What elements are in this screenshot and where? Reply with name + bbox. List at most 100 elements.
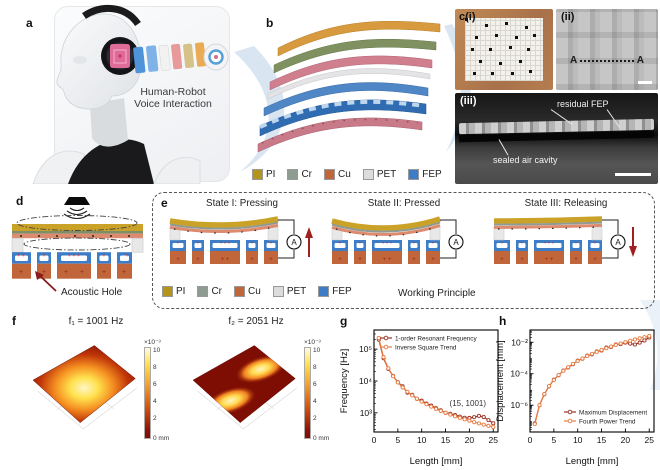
svg-text:10: 10 (573, 435, 583, 445)
svg-text:+: + (270, 241, 273, 246)
micrograph-top: (ii) A A (556, 9, 658, 90)
panel-e-label: e (161, 196, 168, 210)
svg-text:+: + (575, 241, 578, 246)
layer-fep-slotted (259, 99, 427, 137)
mode-2-membrane (192, 345, 296, 423)
pet-spacer-left (11, 237, 24, 253)
cb-tick-8: 8 (153, 364, 157, 371)
svg-text:+: + (251, 241, 254, 246)
layer-pet (267, 68, 431, 100)
device-grid-membrane (465, 18, 543, 81)
svg-text:Inverse Square Trend: Inverse Square Trend (395, 344, 457, 351)
svg-text:+: + (413, 241, 416, 246)
fep-swatch (318, 286, 330, 297)
panel-b-legend: PI Cr Cu PET FEP (252, 169, 450, 180)
cavity-line (498, 139, 509, 156)
legend-item-cu: Cu (324, 169, 351, 180)
residual-fep-annotation: residual FEP (557, 99, 609, 109)
svg-text:10⁻²: 10⁻² (511, 337, 528, 347)
svg-text:20: 20 (621, 435, 631, 445)
state-1-schematic: + + + + + + + + + + + + + A (169, 216, 313, 264)
panel-h-label: h (499, 314, 507, 328)
cr-label: Cr (211, 286, 223, 297)
colorbar-exponent: ×10⁻³ (144, 339, 161, 346)
pi-label: PI (266, 169, 276, 180)
svg-text:+: + (80, 269, 84, 276)
cr-layer (12, 231, 143, 234)
svg-text:+: + (574, 257, 578, 263)
legend-item-cu: Cu (234, 286, 261, 297)
svg-text:Fourth Power Trend: Fourth Power Trend (579, 418, 636, 425)
fep-label: FEP (332, 286, 352, 297)
cb-tick-8: 8 (313, 364, 317, 371)
state-3: State III: Releasing + + + + + + + + + + + + + A (490, 198, 642, 273)
robot-eye (73, 56, 87, 64)
pi-layer (12, 224, 143, 231)
scale-bar (638, 81, 652, 84)
svg-text:25: 25 (488, 435, 498, 445)
svg-text:5: 5 (395, 435, 400, 445)
frequency-chart: 0 5 10 15 20 25 10³ 10⁴ 10⁵ 1-order Resonant Freq… (338, 312, 504, 468)
legend-item-pet: PET (272, 286, 307, 297)
panel-a-label: a (26, 16, 33, 30)
panel-f-label: f (12, 314, 16, 328)
panel-c2-label: (ii) (561, 11, 575, 23)
svg-text:(15, 1001): (15, 1001) (450, 399, 487, 408)
cb-tick-0mm: 0 mm (313, 435, 330, 442)
cb-tick-2: 2 (313, 415, 317, 422)
svg-text:+ +: + + (545, 257, 554, 263)
photo-device-top-view: c(i) (455, 9, 553, 90)
pi-label: PI (176, 286, 186, 297)
colorbar-2: ×10⁻³ 10 8 6 4 2 0 mm (302, 338, 332, 442)
svg-text:10⁻⁶: 10⁻⁶ (511, 400, 528, 410)
svg-text:Length [mm]: Length [mm] (566, 456, 619, 467)
robot-neck (90, 98, 128, 147)
caption-line-1: Human-Robot (140, 86, 206, 98)
state-2: State II: Pressed + + + + + + + + + + + + + A (328, 198, 480, 273)
panel-c1-label: c(i) (459, 11, 476, 23)
exploded-layer-chips (133, 42, 207, 74)
svg-text:25: 25 (644, 435, 654, 445)
svg-text:+ +: + + (221, 257, 230, 263)
layer-cu-bottom (257, 117, 423, 153)
panel-e-legend: PI Cr Cu PET FEP (162, 286, 360, 297)
svg-text:20: 20 (465, 435, 475, 445)
working-principle-box (152, 192, 655, 309)
colorbar-gradient (304, 347, 311, 439)
pet-swatch (272, 286, 284, 297)
layer-fep-top (263, 82, 429, 117)
fep-label: FEP (422, 169, 442, 180)
svg-text:+: + (42, 269, 46, 276)
pet-label: PET (286, 286, 307, 297)
svg-text:+: + (102, 253, 105, 259)
svg-text:+: + (19, 269, 23, 276)
svg-text:+: + (412, 257, 416, 263)
state-3-schematic: + + + + + + + + + + + + + A (493, 216, 637, 264)
cb-tick-10: 10 (313, 347, 321, 354)
svg-text:+: + (338, 257, 342, 263)
mode-1-membrane (32, 345, 136, 423)
section-A-left: A (570, 55, 578, 66)
fep-blocks: + + + + + + + + (12, 252, 132, 264)
svg-text:A: A (615, 238, 621, 247)
mode-1-surface (32, 345, 138, 430)
layer-cr (273, 38, 437, 74)
cu-swatch (234, 286, 246, 297)
legend-item-pi: PI (162, 286, 185, 297)
svg-text:0: 0 (528, 435, 533, 445)
svg-text:Frequency [Hz]: Frequency [Hz] (339, 349, 350, 413)
legend-item-pi: PI (252, 169, 275, 180)
layer-cu-top (269, 55, 433, 91)
legend-item-pet: PET (362, 169, 397, 180)
svg-text:+ + +: + + + (544, 241, 555, 246)
section-A-right: A (636, 55, 644, 66)
cu-swatch (324, 169, 336, 180)
legend-item-fep: FEP (318, 286, 352, 297)
svg-text:+: + (250, 257, 254, 263)
pet-label: PET (376, 169, 397, 180)
svg-text:+: + (177, 241, 180, 246)
colorbar-1: ×10⁻³ 10 8 6 4 2 0 mm (142, 338, 172, 442)
pet-spacer-right (131, 237, 144, 253)
svg-text:0: 0 (372, 435, 377, 445)
mode-shape-plot-1: f₁ = 1001 Hz ×10⁻³ 10 8 6 4 (16, 316, 176, 466)
